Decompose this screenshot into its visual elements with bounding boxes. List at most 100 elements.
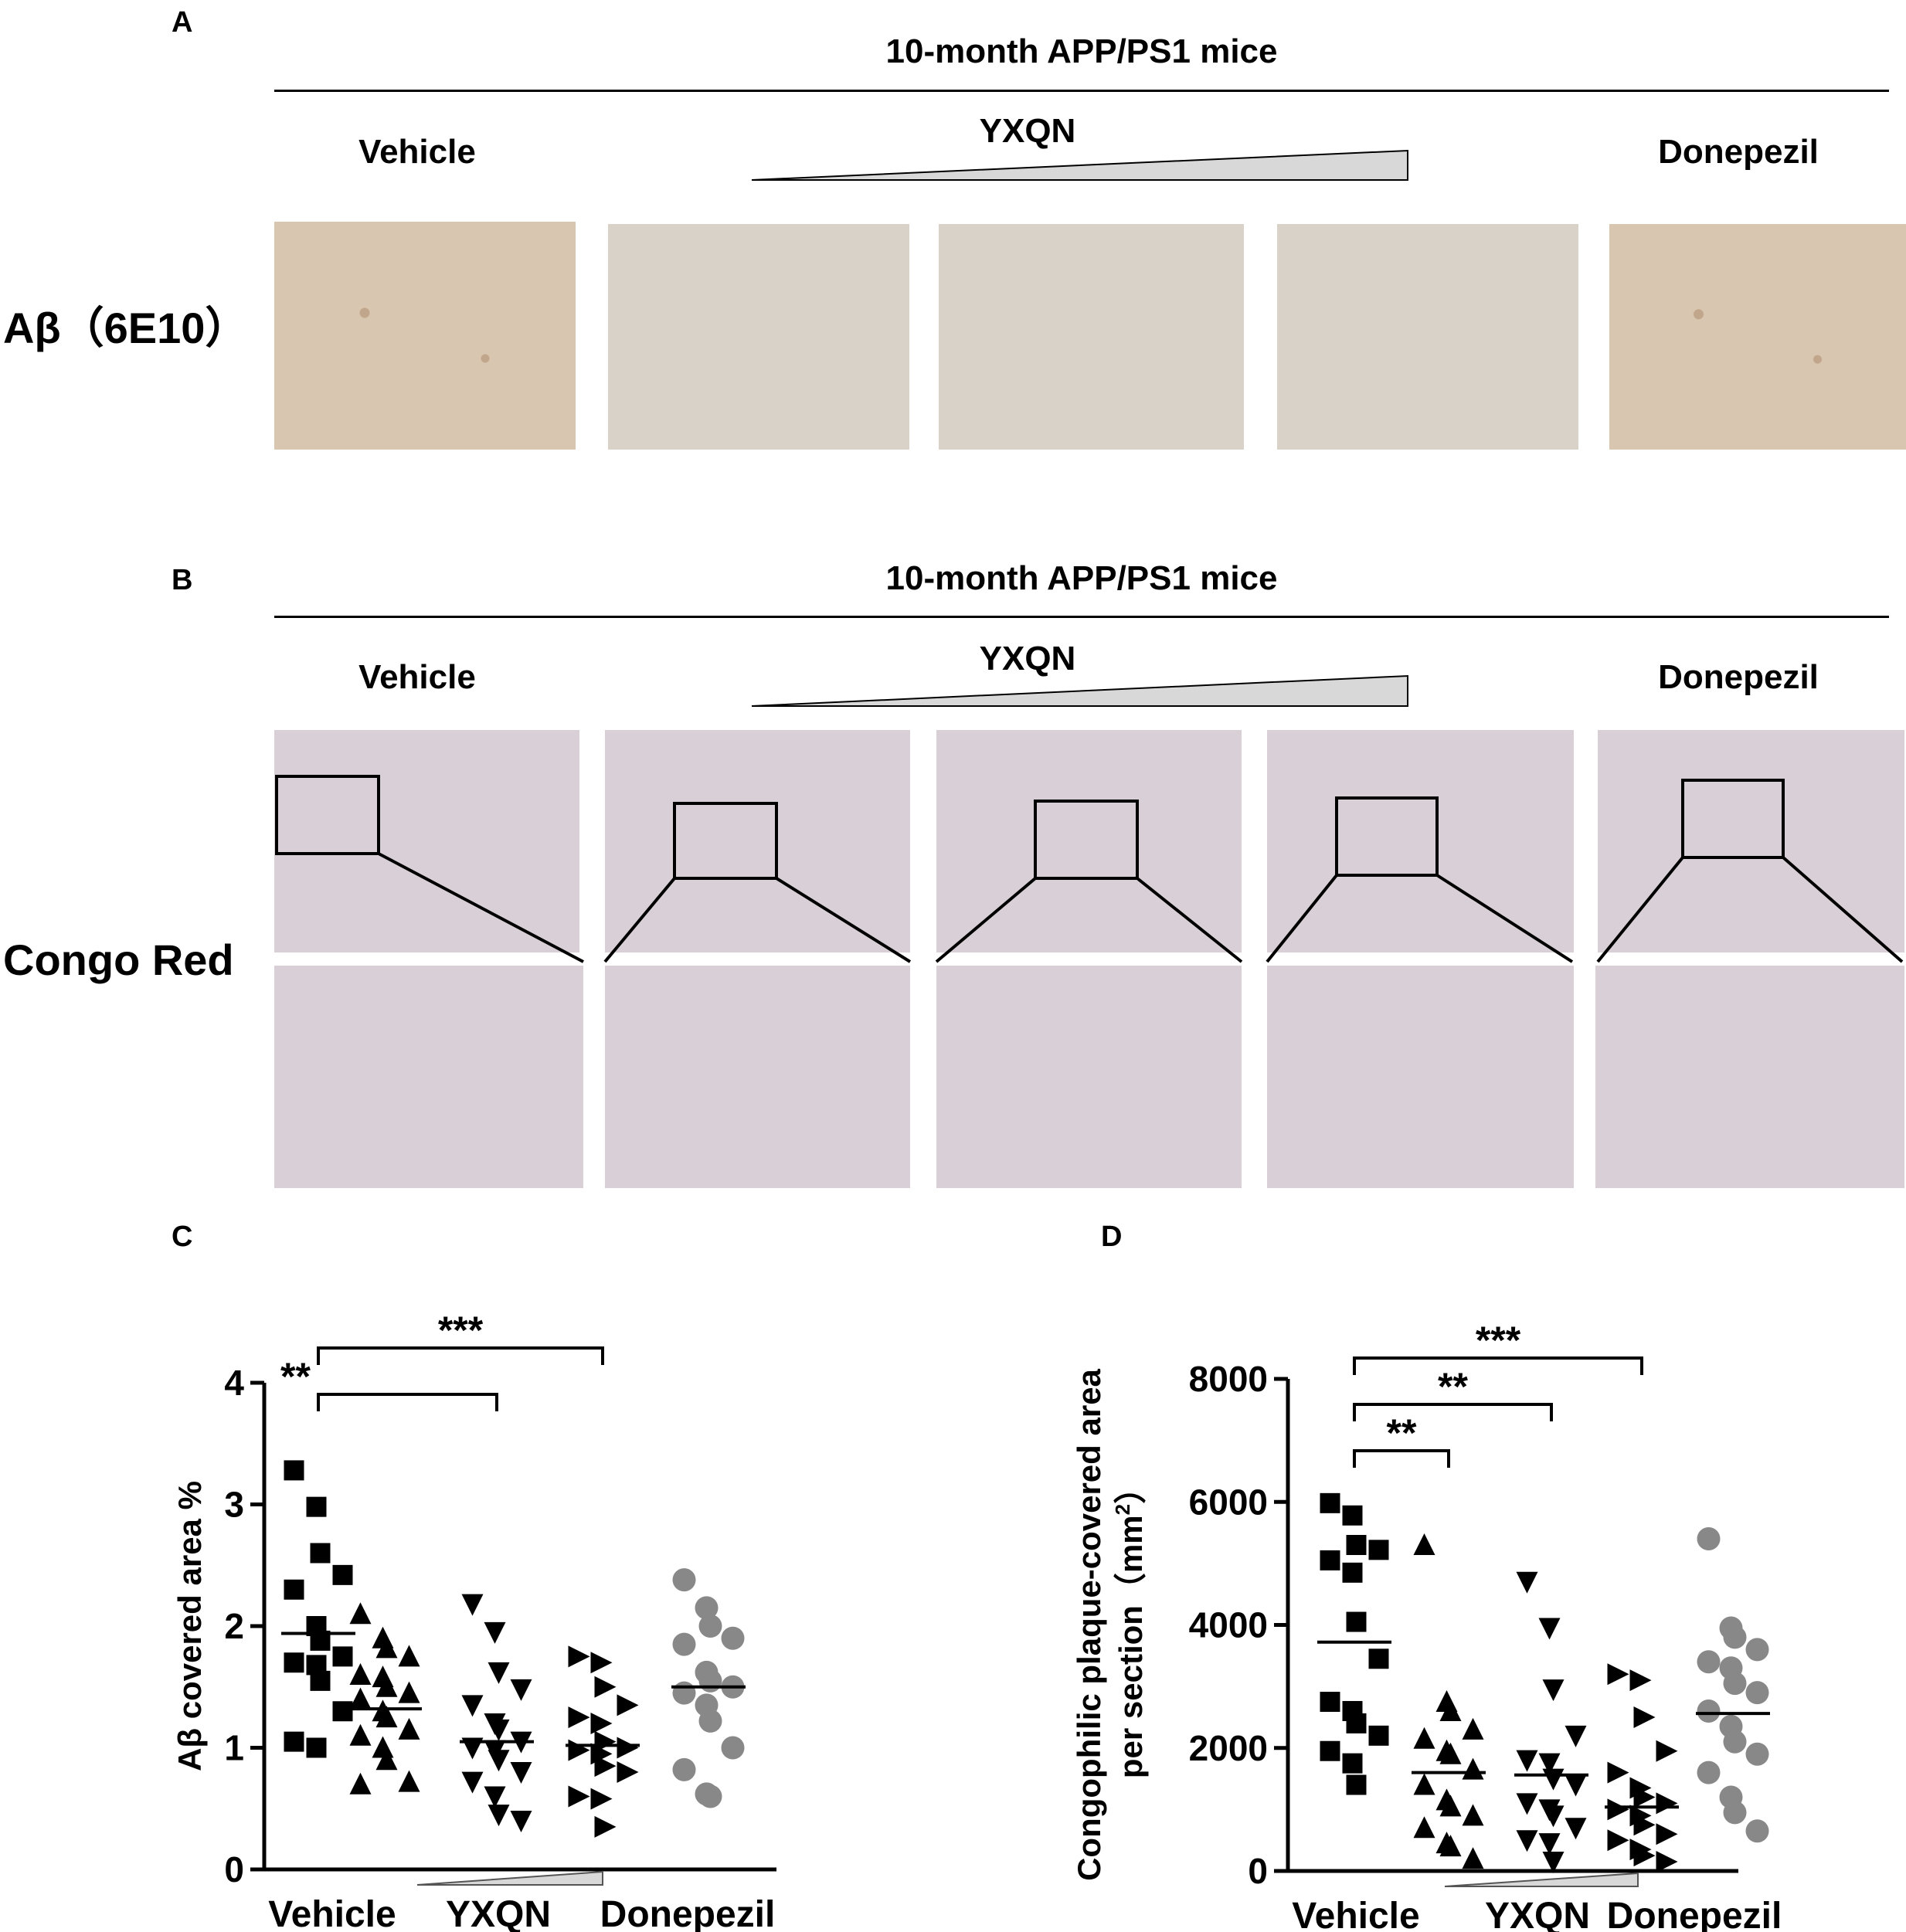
- chart-c-y-tick-label-1: 1: [224, 1728, 244, 1768]
- chart-c-point-1-16: [349, 1772, 372, 1794]
- chart-d-y-tick-label-1: 2000: [1189, 1728, 1268, 1768]
- chart-d-series-3: [1605, 1663, 1679, 1873]
- chart-d-sig-bracket-0: [1353, 1356, 1643, 1375]
- zoom-connector-yxqn-low-left: [603, 877, 676, 963]
- chart-d-point-0-1: [1342, 1505, 1363, 1526]
- chart-c-point-4-14: [698, 1784, 722, 1808]
- chart-c-point-3-7: [617, 1737, 639, 1759]
- chart-d-point-3-12: [1607, 1829, 1629, 1852]
- panel-b-header: 10-month APP/PS1 mice: [885, 559, 1278, 597]
- chart-d-point-2-5: [1538, 1753, 1561, 1775]
- chart-c-point-1-7: [398, 1681, 420, 1703]
- zoom-connector-yxqn-mid-right: [1136, 877, 1243, 963]
- chart-d-point-2-14: [1542, 1852, 1565, 1874]
- chart-c-point-0-2: [310, 1543, 331, 1564]
- micrograph-a-yxqn-high: [1277, 224, 1578, 450]
- micrograph-b-yxqn-mid-high-mag: [936, 966, 1242, 1188]
- chart-d-point-0-14: [1346, 1774, 1367, 1795]
- chart-c-point-0-0: [284, 1460, 304, 1481]
- chart-d-point-4-3: [1745, 1638, 1769, 1662]
- chart-d-point-4-14: [1723, 1801, 1747, 1825]
- chart-c-point-3-2: [594, 1676, 617, 1698]
- chart-c-dose-wedge: [416, 1870, 603, 1886]
- chart-d-y-tick-label-4: 8000: [1189, 1359, 1268, 1399]
- chart-d-series-0: [1317, 1492, 1391, 1795]
- chart-d-point-3-7: [1656, 1792, 1678, 1815]
- chart-d-y-tick-label-3: 6000: [1189, 1482, 1268, 1522]
- chart-c-point-4-2: [698, 1615, 722, 1638]
- chart-c-point-3-1: [590, 1652, 613, 1674]
- chart-d-point-4-6: [1723, 1672, 1747, 1696]
- chart-c-point-2-13: [484, 1786, 506, 1808]
- chart-d-point-2-1: [1538, 1618, 1561, 1640]
- chart-c-point-2-0: [461, 1594, 484, 1616]
- chart-c-point-0-11: [332, 1701, 353, 1722]
- chart-d-sig-label-2: **: [1387, 1411, 1417, 1455]
- chart-d-point-0-10: [1346, 1713, 1367, 1733]
- chart-c-point-1-10: [375, 1706, 398, 1728]
- micrograph-b-vehicle-high-mag: [274, 966, 583, 1188]
- chart-c-point-0-7: [332, 1646, 353, 1667]
- chart-c-point-4-12: [672, 1757, 696, 1781]
- chart-d-point-3-4: [1607, 1761, 1629, 1784]
- chart-c-point-0-10: [310, 1670, 331, 1691]
- chart-d-point-3-6: [1633, 1786, 1656, 1808]
- chart-d-x-label-donepezil: Donepezil: [1607, 1896, 1782, 1932]
- micrograph-a-donepezil: [1609, 224, 1906, 450]
- chart-c-point-0-1: [306, 1496, 327, 1517]
- chart-c-point-2-6: [488, 1719, 510, 1741]
- chart-d-y-label-line2: per section（mm2）: [1111, 1472, 1149, 1778]
- chart-d-point-0-12: [1320, 1740, 1340, 1761]
- chart-c-x-label-yxqn: YXQN: [446, 1894, 551, 1932]
- chart-c-point-1-2: [375, 1636, 398, 1659]
- chart-d-point-4-12: [1697, 1761, 1721, 1784]
- chart-d-point-1-12: [1413, 1816, 1435, 1839]
- zoom-box-yxqn-mid: [1034, 800, 1139, 880]
- chart-d-series-1: [1412, 1533, 1486, 1869]
- panel-d-letter: D: [1101, 1221, 1123, 1253]
- micrograph-b-yxqn-mid-low-mag: [936, 730, 1242, 952]
- chart-c-series-0: [281, 1460, 355, 1758]
- chart-d-point-2-13: [1538, 1833, 1561, 1856]
- chart-d-point-2-11: [1565, 1818, 1587, 1840]
- chart-c-point-3-3: [617, 1694, 639, 1716]
- chart-d-point-4-4: [1697, 1650, 1721, 1674]
- chart-c-point-0-12: [284, 1731, 304, 1752]
- chart-d-point-2-7: [1565, 1774, 1587, 1797]
- panel-b-zoom-overlay: [275, 775, 1904, 963]
- chart-d-y-label-line1: Congophilic plaque-covered area: [1071, 1368, 1107, 1880]
- panel-a-row-label: Aβ（6E10）: [3, 304, 249, 352]
- chart-d-point-2-10: [1542, 1805, 1565, 1828]
- chart-c-point-4-11: [721, 1736, 745, 1760]
- chart-c-point-0-8: [284, 1652, 304, 1673]
- chart-c-point-3-0: [568, 1645, 590, 1668]
- chart-d-sig-label-1: **: [1438, 1365, 1468, 1408]
- chart-c-point-1-12: [349, 1723, 372, 1746]
- chart-d-point-1-8: [1413, 1773, 1435, 1795]
- chart-d-sig-label-0: ***: [1476, 1319, 1521, 1362]
- chart-d-point-4-11: [1745, 1742, 1769, 1766]
- chart-d-point-3-0: [1607, 1663, 1629, 1686]
- chart-d-point-4-10: [1723, 1730, 1747, 1754]
- chart-d-point-0-4: [1320, 1550, 1340, 1570]
- micrograph-b-yxqn-high-low-mag: [1267, 730, 1574, 952]
- chart-c-sig-label-1: **: [280, 1355, 311, 1398]
- chart-c-point-4-10: [698, 1709, 722, 1733]
- chart-d-point-1-11: [1462, 1804, 1484, 1826]
- chart-d-point-4-2: [1723, 1625, 1747, 1649]
- chart-d-point-1-10: [1439, 1794, 1462, 1817]
- micrograph-b-yxqn-low-high-mag: [605, 966, 910, 1188]
- chart-c-x-label-donepezil: Donepezil: [600, 1894, 776, 1932]
- chart-c-point-0-3: [332, 1564, 353, 1585]
- chart-d-point-3-10: [1633, 1814, 1656, 1836]
- chart-c-point-3-4: [568, 1706, 590, 1729]
- chart-d-y-label: Congophilic plaque-covered area per secti…: [1071, 1368, 1149, 1880]
- chart-d-point-0-11: [1368, 1725, 1389, 1746]
- chart-c-point-4-6: [698, 1669, 722, 1693]
- chart-c-point-3-10: [594, 1755, 617, 1778]
- micrograph-a-yxqn-mid: [939, 224, 1244, 450]
- zoom-box-yxqn-high: [1335, 796, 1439, 877]
- chart-c-point-2-3: [510, 1679, 532, 1701]
- chart-c-sig-label-0: ***: [438, 1309, 484, 1352]
